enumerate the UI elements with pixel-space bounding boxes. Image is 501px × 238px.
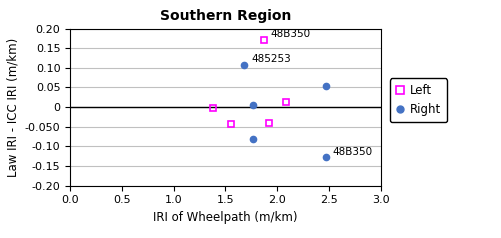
Text: 48B350: 48B350 (271, 29, 311, 39)
Title: Southern Region: Southern Region (160, 9, 291, 23)
Legend: Left, Right: Left, Right (390, 79, 447, 122)
Text: 485253: 485253 (251, 54, 291, 64)
X-axis label: IRI of Wheelpath (m/km): IRI of Wheelpath (m/km) (153, 211, 298, 224)
Text: 48B350: 48B350 (333, 147, 373, 157)
Y-axis label: Law IRI - ICC IRI (m/km): Law IRI - ICC IRI (m/km) (6, 37, 19, 177)
